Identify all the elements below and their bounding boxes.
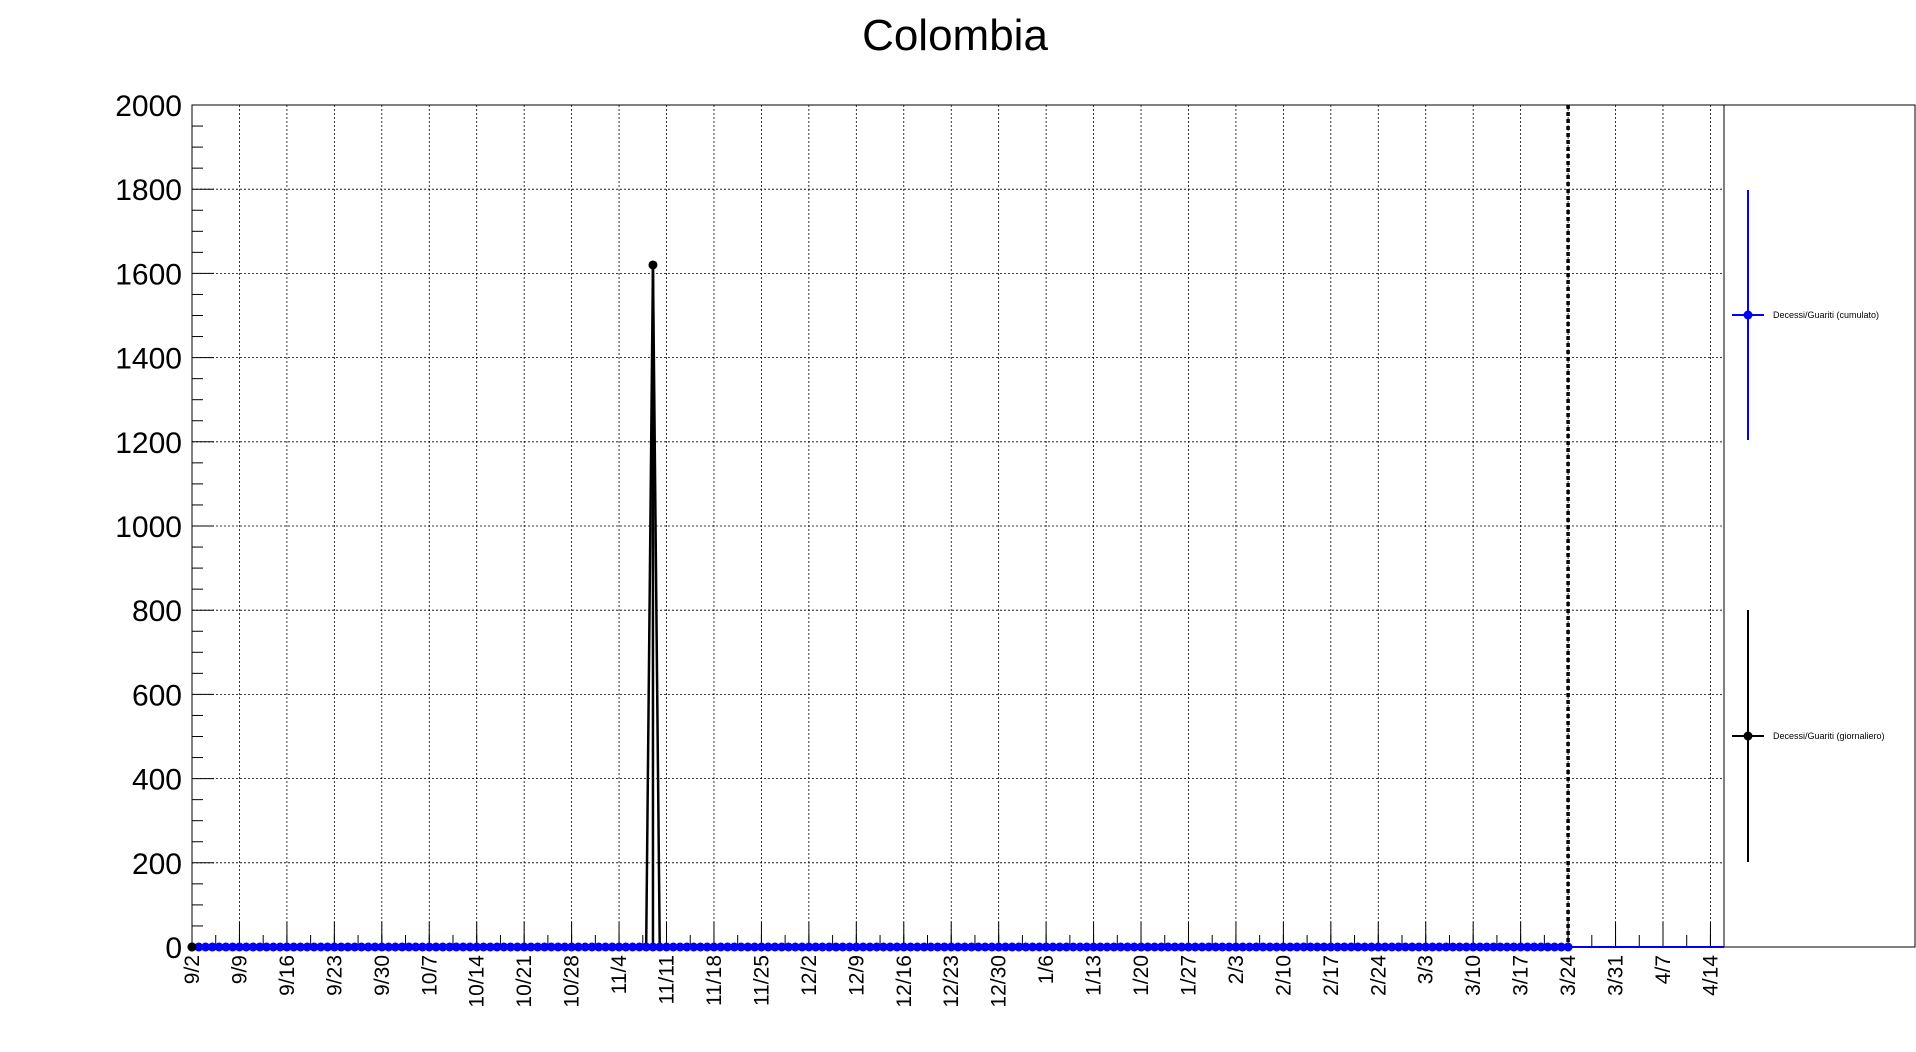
x-tick-label: 2/3 [1225, 955, 1248, 984]
x-tick-label: 3/3 [1415, 955, 1438, 984]
legend-label: Decessi/Guariti (giornaliero) [1773, 731, 1885, 741]
daily-start-marker [187, 942, 197, 952]
legend-layer: Decessi/Guariti (cumulato) Decessi/Guarit… [1723, 104, 1916, 948]
legend-entry-daily: Decessi/Guariti (giornaliero) [1732, 610, 1885, 862]
x-tick-label: 3/31 [1605, 955, 1628, 996]
x-tick-label: 10/21 [513, 955, 536, 1008]
x-tick-label: 3/17 [1510, 955, 1533, 996]
y-tick-label: 1200 [115, 427, 182, 460]
x-tick-label: 12/30 [988, 955, 1011, 1008]
x-tick-label: 11/25 [750, 955, 773, 1006]
x-tick-label: 12/23 [940, 955, 963, 1008]
x-tick-label: 11/4 [608, 955, 631, 995]
y-tick-label: 1400 [115, 343, 182, 376]
legend-entry-cumulative: Decessi/Guariti (cumulato) [1732, 190, 1879, 440]
x-tick-label: 9/9 [228, 955, 251, 984]
x-tick-label: 10/14 [466, 955, 489, 1008]
x-tick-label: 1/6 [1035, 955, 1058, 984]
y-tick-label: 600 [132, 679, 182, 712]
series-layer [187, 105, 1724, 952]
daily-series-line [192, 264, 1569, 949]
chart-title: Colombia [862, 11, 1048, 60]
x-tick-label: 3/10 [1462, 955, 1485, 996]
x-tick-label: 11/18 [703, 955, 726, 1006]
x-tick-label: 11/11 [656, 955, 679, 1004]
y-tick-label: 1800 [115, 174, 182, 207]
x-tick-label: 1/20 [1130, 955, 1153, 996]
x-tick-label: 2/17 [1320, 955, 1343, 996]
y-tick-label: 1600 [115, 258, 182, 291]
y-tick-label: 0 [165, 932, 182, 965]
x-tick-label: 12/2 [798, 955, 821, 996]
legend-box [1723, 104, 1916, 948]
x-tick-label: 10/7 [418, 955, 441, 996]
x-tick-label: 4/7 [1652, 955, 1675, 984]
x-tick-label: 10/28 [561, 955, 584, 1008]
x-tick-label: 9/30 [371, 955, 394, 996]
x-tick-label: 9/23 [323, 955, 346, 996]
x-tick-label: 9/16 [276, 955, 299, 996]
x-tick-label: 9/2 [181, 955, 204, 984]
x-tick-label: 2/10 [1272, 955, 1295, 996]
x-tick-label: 1/13 [1083, 955, 1106, 996]
y-tick-label: 800 [132, 595, 182, 628]
x-tick-label: 12/9 [845, 955, 868, 996]
legend-label: Decessi/Guariti (cumulato) [1773, 310, 1879, 320]
x-tick-label: 4/14 [1699, 955, 1722, 996]
y-tick-label: 200 [132, 848, 182, 881]
x-tick-label: 1/27 [1177, 955, 1200, 996]
x-tick-label: 12/16 [893, 955, 916, 1008]
y-tick-label: 1000 [115, 511, 182, 544]
x-tick-label: 3/24 [1557, 955, 1580, 996]
legend-marker [1743, 731, 1753, 741]
daily-peak-marker [648, 260, 658, 270]
legend-marker [1743, 310, 1753, 320]
grid-layer [192, 105, 1724, 947]
axes-layer: 0 200 400 600 800 1000 1200 1400 1600 1800 2000 9/2… [115, 90, 1725, 1008]
y-tick-label: 400 [132, 764, 182, 797]
y-tick-label: 2000 [115, 90, 182, 123]
x-tick-label: 2/24 [1367, 955, 1390, 996]
